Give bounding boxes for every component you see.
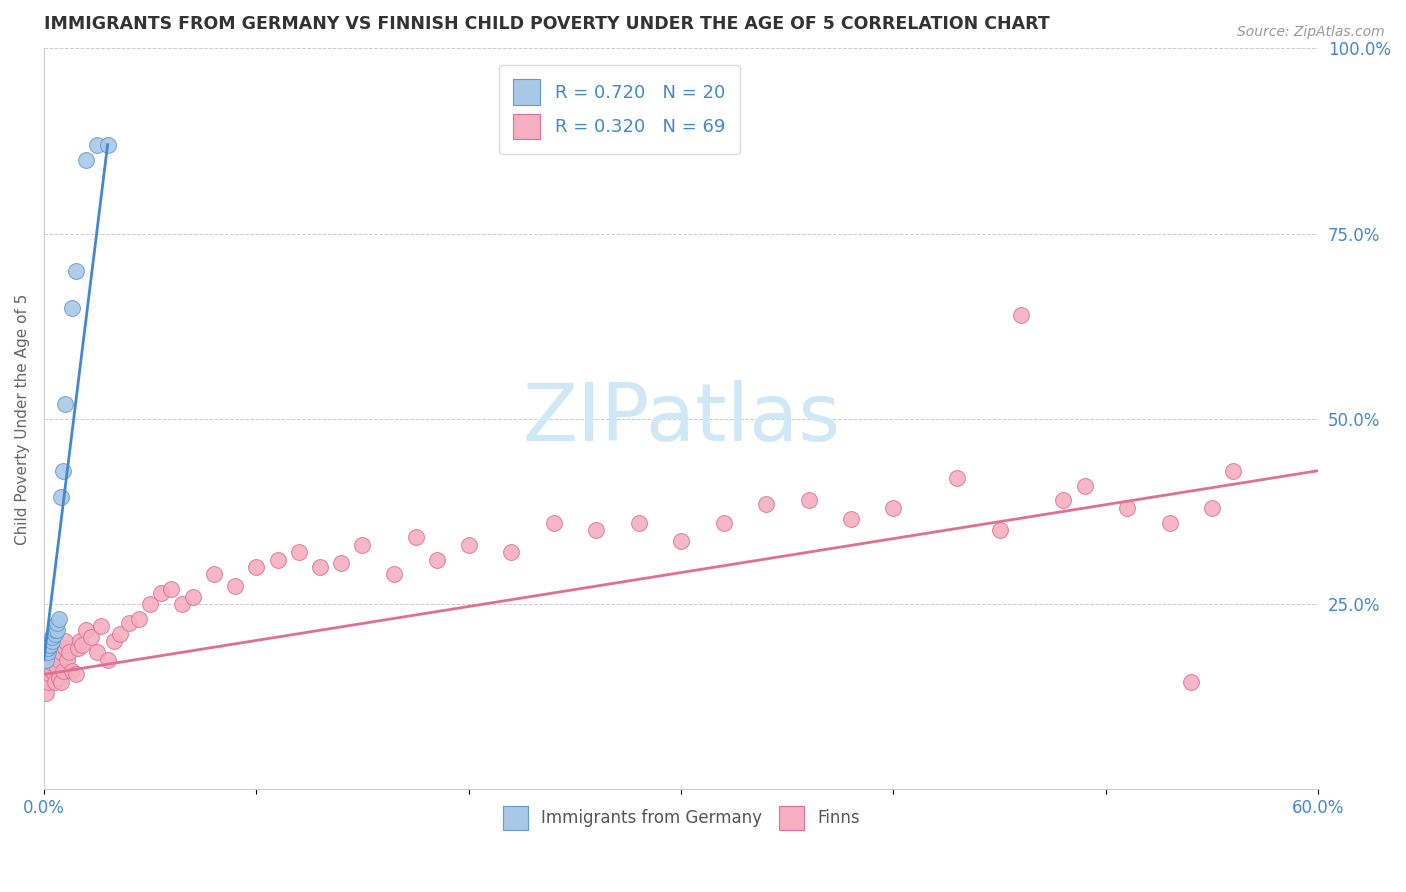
Point (39, 638, 62, 652)
Point (49, 674, 72, 689)
Point (139, 597, 162, 611)
Point (103, 634, 125, 648)
Point (45, 623, 67, 637)
Point (52, 664, 75, 678)
Point (946, 471, 969, 485)
Point (37, 674, 59, 689)
Point (48, 652, 70, 666)
Point (53, 397, 76, 411)
Point (60, 664, 83, 678)
Point (1010, 308, 1032, 322)
Point (1201, 500, 1223, 515)
Point (224, 578, 246, 592)
Point (75, 623, 97, 637)
Point (35, 652, 58, 666)
Point (1116, 500, 1139, 515)
Point (426, 552, 449, 566)
Point (669, 534, 692, 549)
Point (1159, 516, 1181, 530)
Point (382, 567, 405, 582)
Point (65, 263, 87, 277)
Point (202, 567, 225, 582)
Point (39, 667, 62, 681)
Point (110, 626, 132, 640)
Point (37, 645, 59, 659)
Text: Source: ZipAtlas.com: Source: ZipAtlas.com (1237, 25, 1385, 39)
Point (86, 645, 108, 659)
Point (627, 516, 650, 530)
Point (1180, 674, 1202, 689)
Point (287, 545, 309, 559)
Point (457, 538, 479, 552)
Point (65, 667, 87, 681)
Point (44, 652, 66, 666)
Point (181, 590, 204, 604)
Point (48, 671, 70, 685)
Point (35, 686, 58, 700)
Legend: Immigrants from Germany, Finns: Immigrants from Germany, Finns (496, 799, 866, 837)
Point (266, 552, 288, 566)
Point (45, 615, 67, 630)
Point (39, 638, 62, 652)
Point (405, 530, 427, 544)
Point (585, 523, 607, 537)
Point (245, 560, 267, 574)
Point (41, 634, 63, 648)
Point (309, 560, 332, 574)
Point (543, 516, 565, 530)
Point (53, 634, 76, 648)
Y-axis label: Child Poverty Under the Age of 5: Child Poverty Under the Age of 5 (15, 293, 30, 544)
Point (45, 660, 67, 674)
Point (501, 545, 523, 559)
Point (56, 652, 79, 666)
Point (97, 652, 120, 666)
Point (75, 153, 97, 167)
Point (48, 612, 70, 626)
Point (1073, 478, 1095, 492)
Point (41, 631, 63, 645)
Point (1052, 493, 1074, 508)
Text: IMMIGRANTS FROM GERMANY VS FINNISH CHILD POVERTY UNDER THE AGE OF 5 CORRELATION : IMMIGRANTS FROM GERMANY VS FINNISH CHILD… (44, 15, 1050, 33)
Point (882, 500, 904, 515)
Point (128, 612, 150, 626)
Point (713, 516, 735, 530)
Point (49, 645, 72, 659)
Point (52, 464, 75, 478)
Point (160, 582, 183, 597)
Point (70, 638, 93, 652)
Point (1222, 464, 1244, 478)
Point (86, 137, 108, 152)
Point (79, 631, 101, 645)
Point (39, 660, 62, 674)
Point (37, 641, 59, 656)
Point (755, 497, 778, 511)
Point (330, 556, 353, 570)
Point (66, 641, 89, 656)
Point (44, 674, 66, 689)
Point (58, 645, 80, 659)
Point (41, 664, 63, 678)
Point (149, 586, 172, 600)
Point (41, 657, 63, 671)
Point (797, 493, 820, 508)
Point (97, 137, 120, 152)
Point (352, 538, 374, 552)
Point (44, 626, 66, 640)
Point (988, 523, 1011, 537)
Point (839, 512, 862, 526)
Point (49, 490, 72, 504)
Point (44, 623, 66, 637)
Point (60, 301, 83, 315)
Point (118, 615, 141, 630)
Point (90, 619, 112, 633)
Point (69, 634, 91, 648)
Point (170, 597, 193, 611)
Point (53, 641, 76, 656)
Text: ZIPatlas: ZIPatlas (522, 380, 841, 458)
